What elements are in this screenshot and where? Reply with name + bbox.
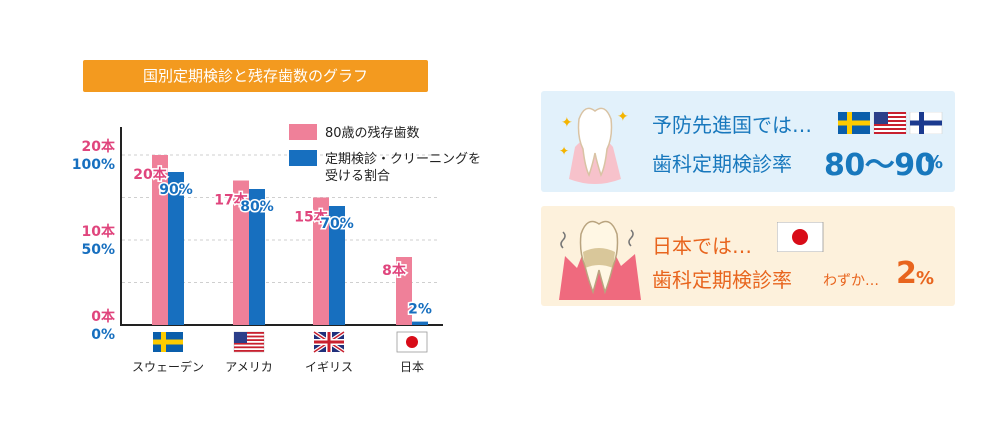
y-left-tick-label: 20本 — [82, 138, 116, 155]
y-right-tick-label: 0% — [91, 327, 115, 343]
panel-top-line2-label: 歯科定期検診率 — [652, 152, 792, 176]
bar-checkup-rate — [412, 321, 428, 325]
panel-bottom-line1: 日本では… — [652, 234, 752, 258]
panel-top-line1: 予防先進国では… — [652, 113, 812, 137]
panel-bottom-line2-label: 歯科定期検診率 — [652, 268, 792, 292]
bar-checkup-rate — [329, 206, 345, 325]
panel-top-rate-unit: % — [925, 152, 944, 173]
uk-flag — [312, 330, 346, 354]
y-left-tick-label: 0本 — [91, 308, 116, 325]
y-right-tick-label: 100% — [72, 157, 115, 173]
y-right-tick-label: 50% — [81, 242, 115, 258]
finland-flag — [909, 112, 943, 134]
x-category-label: 日本 — [400, 360, 424, 374]
japan-flag — [777, 222, 824, 252]
panel-bottom-rate-value: 2 — [896, 256, 917, 291]
bar-remaining-teeth — [313, 197, 329, 325]
sweden-flag — [838, 112, 870, 134]
data-label-remaining-teeth: 20本 — [133, 166, 167, 183]
legend-swatch-remaining-teeth — [289, 124, 317, 140]
bar-checkup-rate — [249, 189, 265, 325]
legend-label-checkup-rate-line1: 定期検診・クリーニングを — [325, 151, 481, 167]
chart-title: 国別定期検診と残存歯数のグラフ — [83, 60, 428, 92]
diseased-tooth-illustration — [559, 220, 641, 300]
prevention-countries-panel: ✦ ✦ ✦ 予防先進国では… 歯科定期検診率 80～90 % — [541, 91, 955, 192]
panel-top-flags — [838, 112, 943, 134]
panel-bottom-rate-unit: % — [916, 268, 935, 289]
data-label-checkup-rate: 90% — [159, 182, 193, 198]
data-label-remaining-teeth: 8本 — [382, 262, 407, 279]
data-label-remaining-teeth: 17本 — [214, 192, 248, 209]
usa-flag — [873, 112, 907, 134]
x-category-label: スウェーデン — [132, 359, 204, 374]
x-category-label: イギリス — [305, 360, 353, 374]
svg-text:✦: ✦ — [617, 109, 629, 125]
data-label-checkup-rate: 80% — [240, 199, 274, 215]
usa-flag — [233, 331, 265, 353]
bar-remaining-teeth — [233, 180, 249, 325]
japan-flag — [396, 331, 428, 353]
legend-swatch-checkup-rate — [289, 150, 317, 166]
grid-lines — [122, 154, 440, 283]
data-label-checkup-rate: 2% — [408, 302, 432, 318]
legend-label-checkup-rate-line2: 受ける割合 — [325, 168, 390, 184]
svg-text:✦: ✦ — [561, 115, 573, 131]
panel-bottom-flags — [777, 222, 824, 252]
bar-remaining-teeth — [396, 257, 412, 325]
data-label-checkup-rate: 70% — [320, 216, 354, 232]
y-left-tick-label: 10本 — [82, 223, 116, 240]
panel-bottom-line2-sub: わずか… — [823, 273, 879, 289]
japan-panel: 日本では… 歯科定期検診率 わずか… 2 % — [541, 206, 955, 306]
bar-checkup-rate — [168, 172, 184, 325]
panel-top-rate-value: 80～90 — [824, 148, 936, 183]
healthy-tooth-illustration: ✦ ✦ ✦ — [559, 107, 629, 184]
legend: 80歳の残存歯数 定期検診・クリーニングを 受ける割合 — [289, 124, 481, 184]
bar-remaining-teeth — [152, 155, 168, 325]
sweden-flag — [153, 332, 183, 352]
legend-label-remaining-teeth: 80歳の残存歯数 — [325, 126, 420, 141]
x-category-label: アメリカ — [225, 360, 272, 374]
svg-text:✦: ✦ — [559, 144, 569, 158]
data-label-remaining-teeth: 15本 — [294, 209, 328, 226]
